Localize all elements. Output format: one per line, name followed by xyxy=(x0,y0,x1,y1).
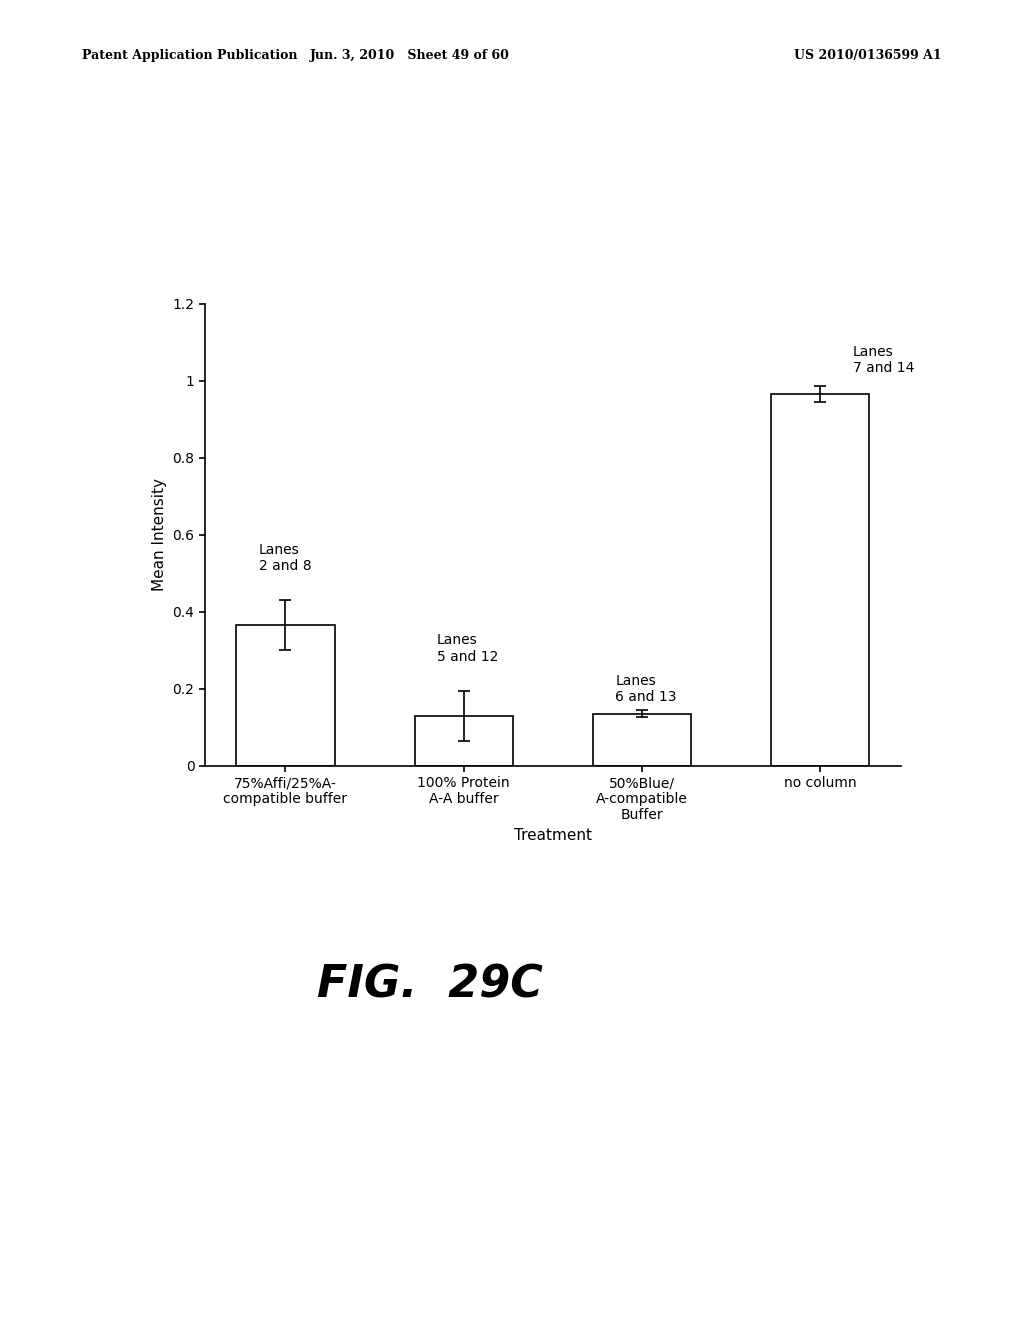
Bar xyxy=(237,626,335,766)
Text: FIG.  29C: FIG. 29C xyxy=(317,964,543,1007)
Text: Lanes
6 and 13: Lanes 6 and 13 xyxy=(615,673,677,704)
Text: Lanes
7 and 14: Lanes 7 and 14 xyxy=(853,345,913,375)
Bar xyxy=(771,395,869,766)
X-axis label: Treatment: Treatment xyxy=(514,828,592,843)
Text: Patent Application Publication: Patent Application Publication xyxy=(82,49,297,62)
Text: US 2010/0136599 A1: US 2010/0136599 A1 xyxy=(795,49,942,62)
Bar xyxy=(415,715,513,766)
Text: Jun. 3, 2010   Sheet 49 of 60: Jun. 3, 2010 Sheet 49 of 60 xyxy=(309,49,510,62)
Text: Lanes
2 and 8: Lanes 2 and 8 xyxy=(259,543,311,573)
Bar xyxy=(593,714,691,766)
Text: Lanes
5 and 12: Lanes 5 and 12 xyxy=(437,634,499,664)
Y-axis label: Mean Intensity: Mean Intensity xyxy=(152,478,167,591)
